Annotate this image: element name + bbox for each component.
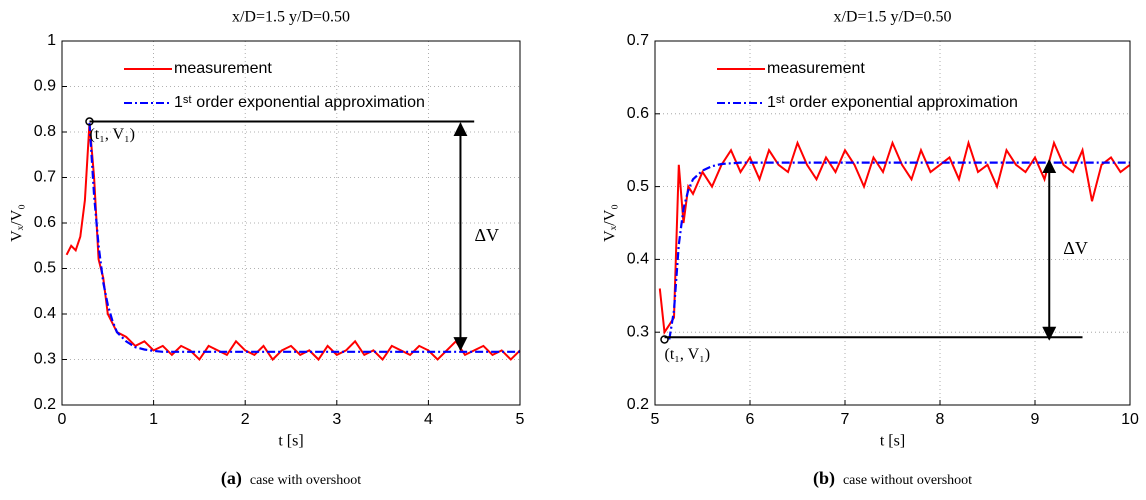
- delta-label: ΔV: [474, 225, 499, 245]
- y-tick-label: 0.5: [34, 260, 56, 277]
- y-tick-label: 0.6: [627, 105, 649, 122]
- y-tick-label: 0.8: [34, 123, 56, 140]
- y-tick-label: 0.5: [627, 178, 649, 195]
- data-line: [88, 122, 520, 353]
- y-tick-label: 0.3: [627, 323, 649, 340]
- marker-label: (t₁, V₁): [665, 346, 711, 363]
- x-tick-label: 9: [1031, 411, 1040, 428]
- caption-label: (a): [221, 468, 242, 489]
- y-axis-label: Vₓ/V₀: [602, 204, 619, 242]
- x-tick-label: 3: [332, 411, 341, 428]
- y-axis-label: Vₓ/V₀: [9, 204, 26, 242]
- chart-title: x/D=1.5 y/D=0.50: [232, 9, 350, 26]
- subplot: 0.2 0.3 0.4 0.5 0.6 0.7 5 6 7 8 9 10 ΔV (t₁, V₁) measu…: [602, 9, 1139, 489]
- legend-label: measurement: [767, 60, 865, 77]
- x-tick-label: 1: [149, 411, 158, 428]
- x-tick-label: 5: [516, 411, 525, 428]
- y-tick-label: 1: [47, 32, 56, 49]
- caption: case with overshoot: [250, 473, 361, 488]
- point-marker: [660, 335, 669, 344]
- y-tick-label: 0.2: [34, 396, 56, 413]
- x-tick-label: 0: [58, 411, 67, 428]
- axes-frame: [654, 40, 1131, 406]
- x-tick-label: 2: [241, 411, 250, 428]
- y-tick-label: 0.2: [627, 396, 649, 413]
- legend-label: 1ˢᵗ order exponential approximation: [174, 94, 425, 111]
- subplot: 0.2 0.3 0.4 0.5 0.6 0.7 0.8 0.9 1 0 1 2 3 4 5 ΔV (t₁, V₁…: [9, 9, 525, 489]
- y-tick-label: 0.6: [34, 214, 56, 231]
- marker-label: (t₁, V₁): [89, 126, 135, 143]
- x-tick-label: 8: [936, 411, 945, 428]
- x-tick-label: 7: [841, 411, 850, 428]
- legend-label: 1ˢᵗ order exponential approximation: [767, 94, 1018, 111]
- y-tick-label: 0.4: [627, 251, 649, 268]
- chart-title: x/D=1.5 y/D=0.50: [833, 9, 951, 26]
- y-tick-label: 0.7: [627, 32, 649, 49]
- x-axis-label: t [s]: [880, 433, 905, 450]
- y-tick-label: 0.4: [34, 305, 56, 322]
- caption: case without overshoot: [843, 473, 972, 488]
- x-axis-label: t [s]: [278, 433, 303, 450]
- x-tick-label: 10: [1121, 411, 1139, 428]
- y-tick-label: 0.9: [34, 78, 56, 95]
- x-tick-label: 4: [424, 411, 433, 428]
- y-tick-label: 0.3: [34, 351, 56, 368]
- axes-frame: [61, 40, 521, 406]
- caption-label: (b): [813, 468, 835, 489]
- point-marker: [85, 117, 94, 126]
- x-tick-label: 5: [651, 411, 660, 428]
- x-tick-label: 6: [746, 411, 755, 428]
- y-tick-label: 0.7: [34, 169, 56, 186]
- delta-label: ΔV: [1063, 238, 1088, 258]
- legend-label: measurement: [174, 60, 272, 77]
